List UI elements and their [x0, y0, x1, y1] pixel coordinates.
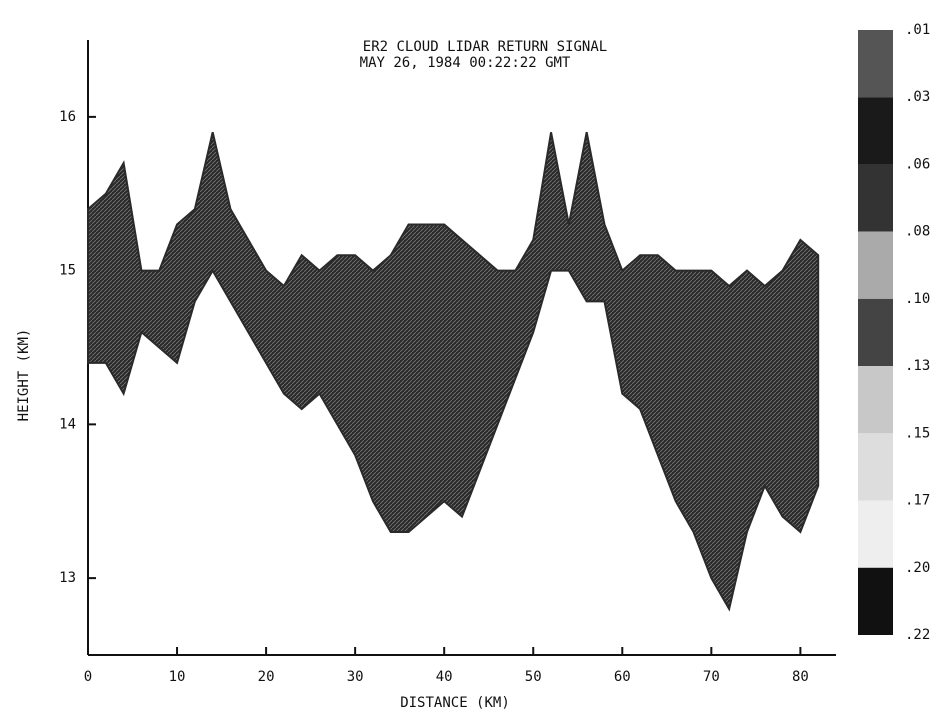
- y-tick-label: 16: [59, 109, 76, 125]
- x-tick-label: 10: [169, 669, 186, 685]
- colorbar-segment: [858, 299, 893, 366]
- x-tick-label: 50: [525, 669, 542, 685]
- colorbar-label: .13: [905, 358, 930, 374]
- y-tick-label: 15: [59, 263, 76, 279]
- colorbar-label: .01: [905, 22, 930, 38]
- colorbar-segment: [858, 232, 893, 299]
- chart: ER2 CLOUD LIDAR RETURN SIGNAL MAY 26, 19…: [0, 0, 950, 721]
- x-tick-label: 60: [614, 669, 631, 685]
- colorbar-segment: [858, 30, 893, 97]
- colorbar-segment: [858, 568, 893, 635]
- chart-subtitle: MAY 26, 1984 00:22:22 GMT: [360, 55, 571, 71]
- x-tick-label: 40: [436, 669, 453, 685]
- colorbar-label: .20: [905, 560, 930, 576]
- chart-title: ER2 CLOUD LIDAR RETURN SIGNAL: [363, 39, 607, 55]
- x-axis-label: DISTANCE (KM): [400, 695, 510, 711]
- colorbar-segment: [858, 164, 893, 231]
- y-tick-label: 13: [59, 570, 76, 586]
- colorbar-segment: [858, 433, 893, 500]
- colorbar-label: .15: [905, 425, 930, 441]
- x-tick-label: 70: [703, 669, 720, 685]
- colorbar-segment: [858, 97, 893, 164]
- x-tick-label: 20: [258, 669, 275, 685]
- cloud-area: [88, 132, 818, 609]
- colorbar-label: .10: [905, 291, 930, 307]
- colorbar-segment: [858, 501, 893, 568]
- x-tick-label: 80: [792, 669, 809, 685]
- colorbar-label: .17: [905, 493, 930, 509]
- x-tick-label: 30: [347, 669, 364, 685]
- colorbar-label: .08: [905, 224, 930, 240]
- y-tick-label: 14: [59, 416, 76, 432]
- colorbar-label: .22: [905, 627, 930, 643]
- y-axis-label: HEIGHT (KM): [16, 329, 32, 422]
- colorbar-label: .06: [905, 156, 930, 172]
- colorbar-label: .03: [905, 89, 930, 105]
- colorbar-segment: [858, 366, 893, 433]
- x-tick-label: 0: [84, 669, 92, 685]
